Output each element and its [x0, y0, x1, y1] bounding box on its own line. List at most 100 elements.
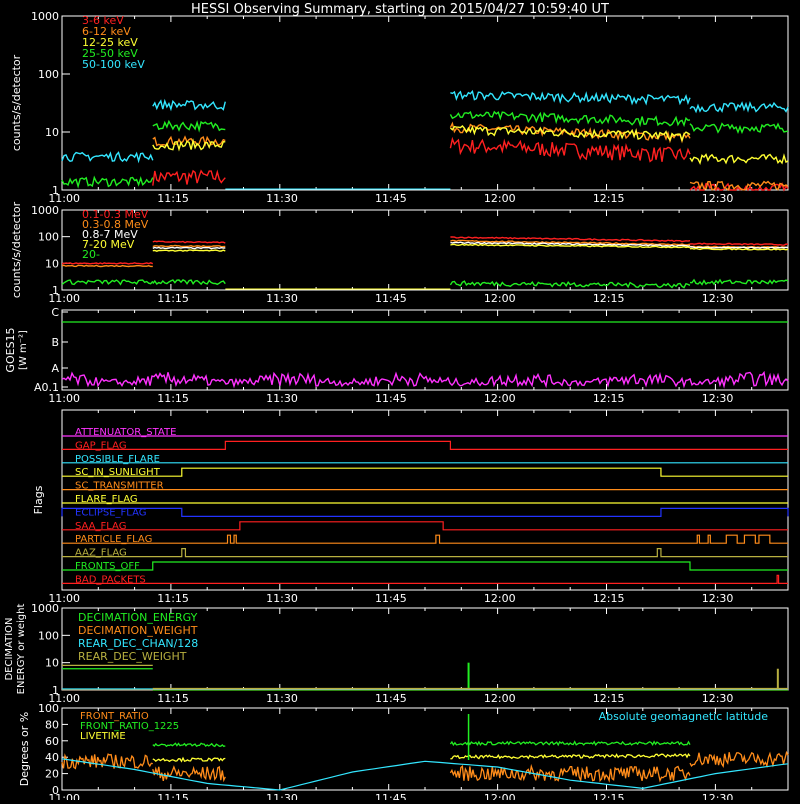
x-tick-label: 12:30: [702, 392, 734, 405]
flag-label-gap-flag: GAP_FLAG: [75, 440, 127, 451]
legend-entry: FRONT_RATIO: [80, 711, 149, 722]
legend-entry: DECIMATION_WEIGHT: [78, 624, 198, 637]
y-tick-label: 1: [52, 284, 59, 297]
legend-entry: REAR_DEC_WEIGHT: [78, 650, 187, 663]
legend-entry: 6-12 keV: [82, 25, 131, 38]
series-line: [152, 119, 226, 133]
flag-trace: [62, 561, 788, 571]
flag-trace: [62, 521, 788, 531]
y-axis-label: DECIMATION: [4, 617, 15, 680]
flag-label-attenuator-state: ATTENUATOR_STATE: [75, 427, 176, 438]
x-tick-label: 12:30: [702, 792, 734, 800]
series-line: [61, 175, 154, 189]
series-line: [152, 756, 226, 763]
legend-entry: FRONT_RATIO_1225: [80, 721, 179, 732]
series-line: [152, 249, 226, 252]
x-tick-label: 11:30: [266, 792, 298, 800]
x-tick-label: 11:45: [375, 792, 407, 800]
legend-entry: 7-20 MeV: [82, 238, 135, 251]
series-line: [152, 138, 226, 152]
legend-entry: 50-100 keV: [82, 58, 145, 71]
legend-entry: 20-: [82, 248, 100, 261]
series-line: [449, 763, 691, 783]
latitude-annotation: Absolute geomagnetic latitude: [599, 710, 769, 723]
y-tick-label: 1000: [31, 10, 59, 23]
flag-label-possible-flare: POSSIBLE_FLARE: [75, 454, 160, 465]
x-tick-label: 11:30: [266, 192, 298, 205]
series-line: [152, 246, 226, 250]
series-line: [450, 241, 691, 248]
x-tick-label: 11:15: [157, 792, 189, 800]
series-line: [450, 243, 691, 249]
flag-label-eclipse-flag: ECLIPSE_FLAG: [75, 507, 146, 518]
x-tick-label: 12:00: [484, 692, 516, 705]
series-line: [152, 742, 226, 748]
series-line: [152, 240, 226, 244]
x-tick-label: 12:15: [593, 792, 625, 800]
x-tick-label: 12:30: [702, 692, 734, 705]
x-tick-label: 11:45: [375, 392, 407, 405]
series-line: [450, 753, 691, 760]
series-line: [689, 153, 789, 165]
series-line: [449, 136, 691, 163]
x-tick-label: 12:00: [484, 792, 516, 800]
x-tick-label: 12:30: [702, 192, 734, 205]
series-line: [62, 262, 154, 265]
legend-entry: 0.8-7 MeV: [82, 228, 138, 241]
x-tick-label: 11:15: [157, 392, 189, 405]
y-tick-label: B: [51, 336, 59, 349]
series-line: [689, 122, 789, 135]
flag-trace: [62, 548, 788, 558]
x-tick-label: 11:15: [157, 192, 189, 205]
x-tick-label: 12:00: [484, 592, 516, 605]
flag-trace: [62, 534, 788, 544]
x-tick-label: 12:15: [593, 692, 625, 705]
x-tick-label: 11:15: [157, 692, 189, 705]
y-tick-label: 60: [45, 735, 59, 748]
flag-trace: [61, 507, 789, 517]
legend-entry: REAR_DEC_CHAN/128: [78, 637, 198, 650]
series-line: [689, 246, 789, 249]
flag-label-sc-in-sunlight: SC_IN_SUNLIGHT: [75, 467, 161, 478]
y-tick-label: 1000: [31, 602, 59, 615]
y-tick-label: 100: [38, 629, 59, 642]
flag-label-sc-transmitter: SC_TRANSMITTER: [75, 481, 164, 492]
y-tick-label: 100: [38, 702, 59, 715]
y-tick-label: 40: [45, 751, 59, 764]
goes-short-line: [61, 370, 789, 389]
flag-label-aaz-flag: AAZ_FLAG: [75, 548, 127, 559]
y-tick-label: 1: [52, 684, 59, 697]
series-line: [689, 182, 789, 192]
x-tick-label: 11:00: [48, 192, 80, 205]
y-tick-label: 10: [45, 657, 59, 670]
y-tick-label: 0: [52, 784, 59, 797]
legend-entry: 0.1-0.3 MeV: [82, 208, 149, 221]
series-line: [449, 280, 691, 289]
flag-label-flare-flag: FLARE_FLAG: [75, 494, 138, 505]
series-line: [152, 244, 226, 248]
plot-title: HESSI Observing Summary, starting on 201…: [191, 2, 609, 17]
x-tick-label: 11:30: [266, 592, 298, 605]
y-tick-label: C: [51, 306, 59, 319]
y-tick-label: A: [51, 362, 59, 375]
flag-label-saa-flag: SAA_FLAG: [75, 521, 126, 532]
y-axis-label: GOES15: [4, 327, 17, 372]
x-tick-label: 12:00: [484, 292, 516, 305]
x-tick-label: 11:15: [157, 592, 189, 605]
y-axis-label: counts/s/detector: [10, 201, 23, 298]
x-tick-label: 12:15: [593, 192, 625, 205]
x-tick-label: 12:00: [484, 192, 516, 205]
flag-label-particle-flag: PARTICLE_FLAG: [75, 534, 152, 545]
x-tick-label: 12:15: [593, 292, 625, 305]
series-line: [152, 279, 226, 286]
series-line: [450, 236, 691, 243]
x-tick-label: 12:15: [593, 592, 625, 605]
legend-entry: 3-6 keV: [82, 14, 124, 27]
series-line: [689, 180, 789, 192]
latitude-line: [61, 758, 789, 791]
legend-entry: 25-50 keV: [82, 47, 138, 60]
y-tick-label: 10: [45, 126, 59, 139]
series-line: [449, 125, 691, 143]
legend-entry: 12-25 keV: [82, 36, 138, 49]
panel-frame-1: [61, 15, 789, 191]
